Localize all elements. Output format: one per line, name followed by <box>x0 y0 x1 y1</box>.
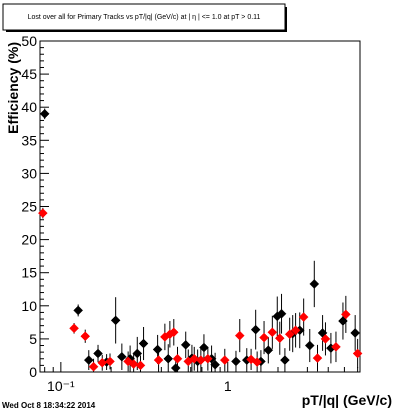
data-point-red <box>135 360 146 371</box>
data-point-red <box>69 323 79 334</box>
data-point-black <box>180 340 191 350</box>
y-tick-label: 10 <box>21 298 37 314</box>
data-point-red <box>88 361 99 372</box>
data-point-black <box>210 359 220 370</box>
y-tick-label: 15 <box>21 265 37 281</box>
y-axis-title: Efficiency (%) <box>5 42 21 134</box>
title-box-shadow-right <box>285 7 287 32</box>
y-axis: 0 5 10 15 20 25 30 35 40 45 50 <box>21 33 49 380</box>
data-point-black <box>280 355 290 365</box>
x-axis: 10⁻¹ 1 <box>44 362 359 394</box>
data-point-black <box>199 342 209 353</box>
data-point-red <box>203 353 213 364</box>
data-point-red <box>259 332 269 343</box>
data-point-black <box>138 338 149 349</box>
data-point-black <box>304 340 315 351</box>
data-point-black <box>250 324 261 335</box>
data-point-red <box>340 309 351 320</box>
data-point-red <box>97 357 108 368</box>
y-tick-label: 30 <box>21 165 37 181</box>
timestamp: Wed Oct 8 18:34:22 2014 <box>2 401 96 410</box>
data-point-black <box>132 348 143 359</box>
y-tick-label: 0 <box>29 364 37 380</box>
data-point-black <box>39 108 50 119</box>
data-point-red <box>37 208 48 218</box>
data-point-black <box>116 351 127 362</box>
y-tick-label: 40 <box>21 99 37 115</box>
y-tick-label: 20 <box>21 232 37 248</box>
data-point-red <box>153 355 164 365</box>
data-point-black <box>350 328 361 338</box>
data-point-red <box>219 355 230 365</box>
title-box <box>2 3 286 31</box>
data-point-red <box>274 333 285 344</box>
chart-title: Lost over all for Primary Tracks vs pT/|… <box>28 14 261 21</box>
data-point-black <box>152 344 163 355</box>
data-point-red <box>105 356 115 367</box>
data-point-black <box>73 305 84 316</box>
y-tick-label: 50 <box>21 33 37 49</box>
data-point-black <box>263 345 274 356</box>
y-tick-label: 45 <box>21 66 37 82</box>
data-point-red <box>320 334 331 344</box>
data-point-red <box>284 329 295 340</box>
data-point-red <box>267 327 278 338</box>
data-points <box>37 108 363 373</box>
data-point-red <box>331 341 341 352</box>
data-point-black <box>309 279 320 289</box>
data-point-black <box>110 315 121 326</box>
data-point-black <box>83 355 94 365</box>
data-point-red <box>290 325 301 336</box>
data-point-black <box>163 353 174 364</box>
title-box-shadow-bottom <box>6 30 287 32</box>
data-point-black <box>276 308 287 319</box>
data-point-red <box>80 331 91 342</box>
data-point-red <box>172 353 183 364</box>
y-tick-label: 35 <box>21 132 37 148</box>
x-tick-label: 10⁻¹ <box>47 378 75 394</box>
data-point-red <box>128 359 139 369</box>
data-point-red <box>352 348 363 359</box>
data-point-red <box>298 312 309 322</box>
data-point-red <box>168 327 179 338</box>
x-tick-label: 1 <box>224 378 232 394</box>
data-point-black <box>93 348 103 359</box>
y-tick-label: 5 <box>29 331 37 347</box>
data-point-black <box>231 356 241 367</box>
data-point-red <box>252 357 262 367</box>
data-point-red <box>234 330 245 341</box>
y-tick-label: 25 <box>21 199 37 215</box>
data-point-red <box>189 353 200 364</box>
data-point-red <box>312 353 323 363</box>
x-axis-title: pT/|q| (GeV/c) <box>302 392 392 408</box>
